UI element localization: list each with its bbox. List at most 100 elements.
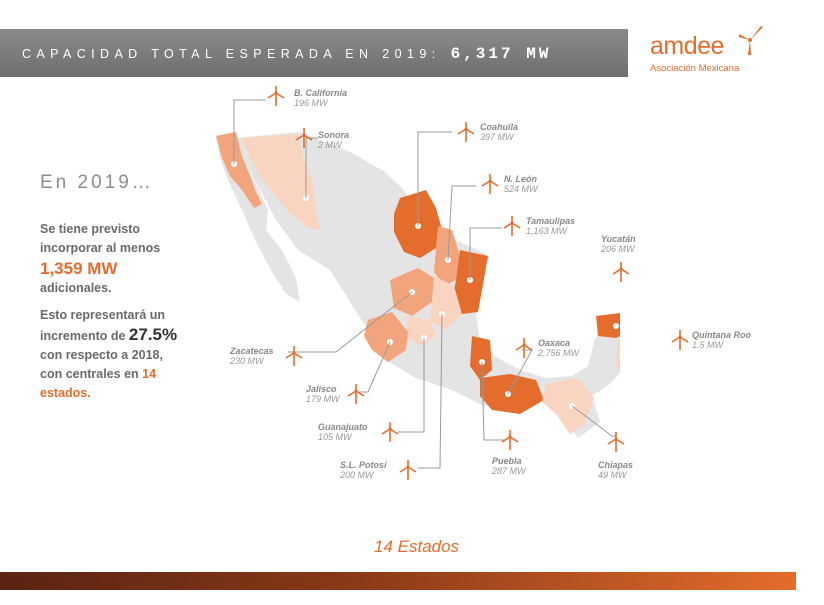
wind-turbine-icon [267,86,285,106]
intro-line-4: con respecto a 2018, con centrales en [40,348,163,381]
leader-jalisco [356,341,391,393]
state-name: Oaxaca [538,338,571,348]
state-guanajuato [406,316,436,346]
state-mw: 2 MW [318,140,342,150]
state-name: Tamaulipas [526,216,576,226]
state-name: Guanajuato [318,422,368,432]
state-mw: 230 MW [230,356,264,366]
label-quintana-roo: Quintana Roo 1.5 MW [692,330,751,350]
leader-chiapas [571,405,616,437]
label-oaxaca: Oaxaca 2,756 MW [538,338,579,358]
state-jalisco [364,312,408,362]
state-mw: 397 MW [480,132,514,142]
state-b-california [216,132,262,208]
intro-panel: En 2019… Se tiene previsto incorporar al… [40,172,180,403]
state-mw: 1,163 MW [526,226,568,236]
state-chiapas [542,378,594,434]
leader-puebla [481,361,506,441]
state-puebla [470,336,492,380]
label-yucatan: Yucatán 206 MW [601,234,636,254]
state-name: Chiapas [598,460,634,470]
state-mw: 179 MW [306,394,340,404]
state-mw: 196 MW [294,98,328,108]
state-mw: 49 MW [598,470,627,480]
marker-yucatan [613,323,619,329]
title-bar: CAPACIDAD TOTAL ESPERADA EN 2019: 6,317 M… [0,29,628,77]
title-text: CAPACIDAD TOTAL ESPERADA EN 2019: 6,317 M… [22,45,551,63]
state-name: S.L. Potosí [340,460,387,470]
label-puebla: Puebla 287 MW [492,456,526,476]
leader-zacatecas [288,291,413,353]
logo-subtitle: Asociación Mexicana [650,63,740,74]
wind-turbine-icon [457,122,475,142]
label-guanajuato: Guanajuato 105 MW [318,422,368,442]
footer-caption: 14 Estados [374,537,460,556]
state-mw: 524 MW [504,184,538,194]
wind-turbine-icon [515,338,533,358]
label-sl-potosi: S.L. Potosí 200 MW [340,460,387,480]
mexico-map [216,99,620,469]
leader-b-california [233,99,266,164]
bottom-bar [0,572,796,590]
state-name: Zacatecas [230,346,274,356]
wind-turbine-icon [295,128,313,148]
state-name: N. León [504,174,537,184]
leader-coahuila [417,131,452,226]
label-b-california: B. California 196 MW [294,88,347,108]
label-zacatecas: Zacatecas 230 MW [230,346,274,366]
wind-turbine-icon [671,330,689,350]
state-name: Quintana Roo [692,330,751,340]
label-sonora: Sonora 2 MW [318,130,349,150]
label-chiapas: Chiapas 49 MW [598,460,633,480]
state-yucatan [596,313,620,338]
leader-sonora [305,137,318,198]
label-jalisco: Jalisco 179 MW [306,384,340,404]
leader-sl-potosi [418,313,443,469]
state-mw: 105 MW [318,432,352,442]
wind-turbine-icon [285,346,303,366]
state-n-leon [434,226,460,286]
state-name: Puebla [492,456,522,466]
title-label: CAPACIDAD TOTAL ESPERADA EN 2019: [22,47,441,61]
state-mw: 200 MW [340,470,374,480]
label-tamaulipas: Tamaulipas 1,163 MW [526,216,575,236]
amdee-logo: amdee Asociación Mexicana [650,24,770,74]
intro-heading: En 2019… [40,172,154,193]
intro-paragraph-2: Esto representará un incremento de 27.5%… [40,306,180,403]
state-sl-potosi [430,276,462,330]
logo-turbine-icon [739,26,763,55]
highlight-mw: 1,359 MW [40,259,118,278]
wind-turbine-icon [347,384,365,404]
state-name: Yucatán [601,234,636,244]
state-sonora [242,134,320,230]
intro-line-1: Se tiene previsto incorporar al menos [40,222,161,255]
intro-paragraph-1: Se tiene previsto incorporar al menos 1,… [40,220,180,298]
state-mw: 1.5 MW [692,340,724,350]
state-name: B. California [294,88,348,98]
intro-line-2: adicionales. [40,281,112,295]
label-coahuila: Coahuila 397 MW [480,122,518,142]
logo-name: amdee [650,32,724,60]
leader-n-leon [447,185,476,261]
wind-turbine-icon [381,422,399,442]
state-name: Jalisco [306,384,337,394]
highlight-pct: 27.5% [128,325,178,344]
state-mw: 287 MW [492,466,526,476]
wind-turbine-icon [481,174,499,194]
wind-turbine-icon [612,262,630,282]
highlight-states: 14 estados. [40,367,157,400]
leader-tamaulipas [469,227,502,280]
wind-turbine-icon [501,430,519,450]
state-quintana-roo [616,337,620,369]
state-mw: 2,756 MW [538,348,580,358]
leader-guanajuato [398,338,425,433]
wind-turbine-icon [399,460,417,480]
state-mw: 206 MW [601,244,635,254]
state-name: Coahuila [480,122,519,132]
wind-turbine-icon [607,432,625,452]
title-total: 6,317 MW [450,45,552,63]
intro-line-3: Esto representará un incremento de [40,308,166,343]
state-name: Sonora [318,130,350,140]
state-oaxaca [480,374,544,414]
label-n-leon: N. León 524 MW [504,174,538,194]
